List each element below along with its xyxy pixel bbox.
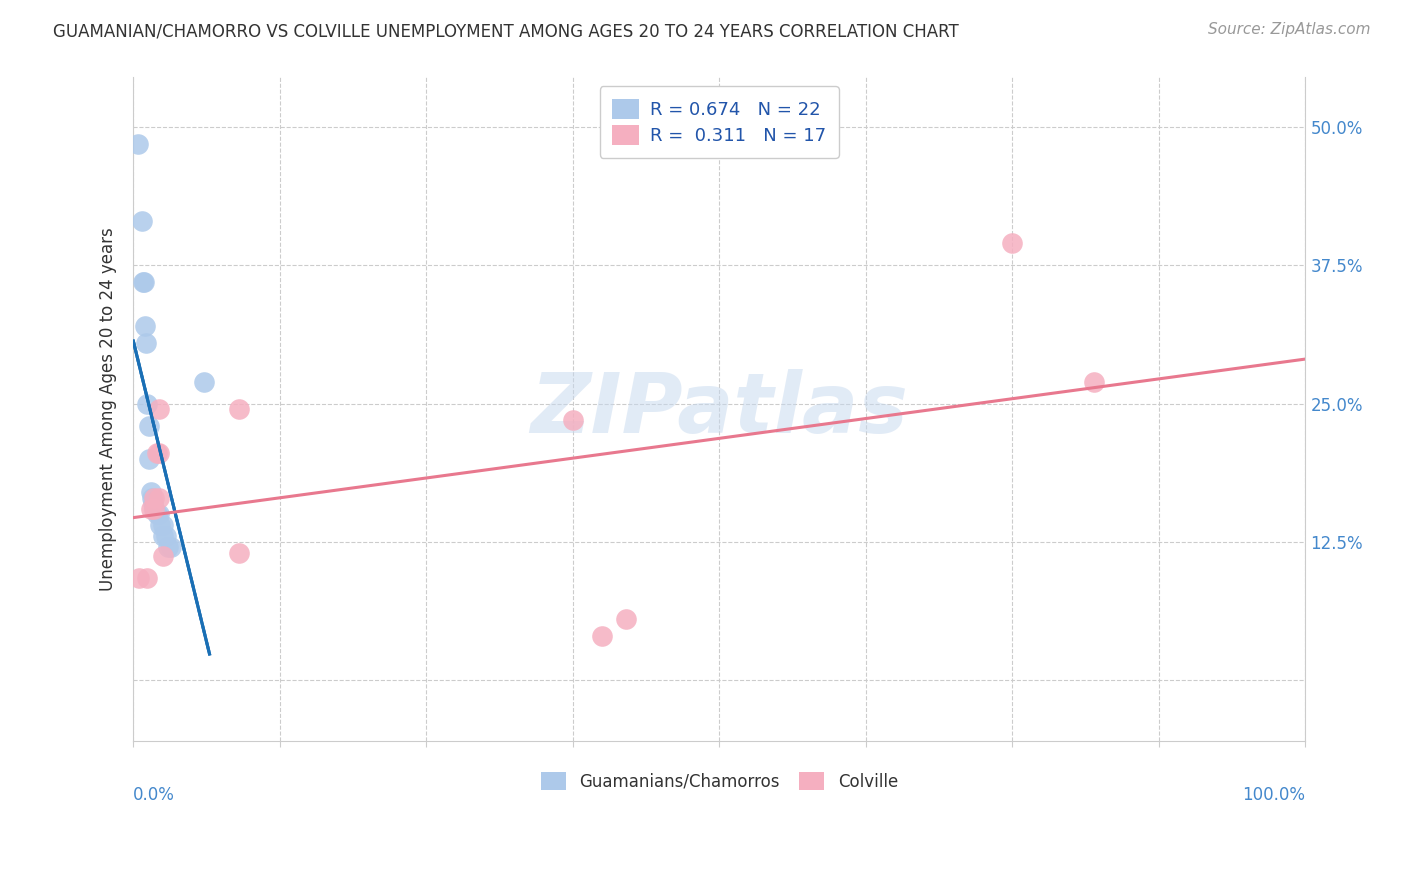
Point (157, 541, 180, 555)
Legend: Guamanians/Chamorros, Colville: Guamanians/Chamorros, Colville (533, 764, 907, 799)
Point (143, 501, 166, 516)
Point (136, 571, 159, 585)
Point (138, 418, 160, 433)
Y-axis label: Unemployment Among Ages 20 to 24 years: Unemployment Among Ages 20 to 24 years (100, 227, 117, 591)
Point (139, 501, 162, 516)
Point (1001, 236, 1024, 251)
Point (132, 275, 155, 289)
Point (152, 549, 174, 564)
Point (146, 508, 169, 522)
Text: 100.0%: 100.0% (1243, 786, 1305, 804)
Point (143, 491, 166, 505)
Point (148, 491, 170, 505)
Point (131, 275, 153, 289)
Point (131, 214, 153, 228)
Point (148, 508, 170, 522)
Point (591, 629, 613, 643)
Text: ZIPatlas: ZIPatlas (530, 368, 908, 450)
Point (155, 529, 177, 543)
Point (135, 335, 157, 350)
Point (193, 375, 215, 389)
Point (614, 612, 637, 626)
Point (134, 319, 156, 334)
Point (152, 518, 174, 533)
Point (128, 571, 150, 585)
Point (143, 501, 166, 516)
Point (228, 546, 250, 560)
Point (136, 397, 159, 411)
Text: GUAMANIAN/CHAMORRO VS COLVILLE UNEMPLOYMENT AMONG AGES 20 TO 24 YEARS CORRELATIO: GUAMANIAN/CHAMORRO VS COLVILLE UNEMPLOYM… (53, 22, 959, 40)
Text: 0.0%: 0.0% (134, 786, 176, 804)
Point (142, 496, 165, 510)
Point (148, 402, 170, 417)
Point (1083, 375, 1105, 389)
Point (152, 529, 174, 543)
Point (146, 446, 169, 460)
Point (228, 402, 250, 417)
Point (561, 413, 583, 427)
Point (149, 518, 172, 533)
Point (138, 452, 160, 467)
Point (141, 491, 163, 505)
Text: Source: ZipAtlas.com: Source: ZipAtlas.com (1208, 22, 1371, 37)
Point (127, 136, 149, 151)
Point (139, 485, 162, 500)
Point (160, 541, 183, 555)
Point (148, 446, 170, 460)
